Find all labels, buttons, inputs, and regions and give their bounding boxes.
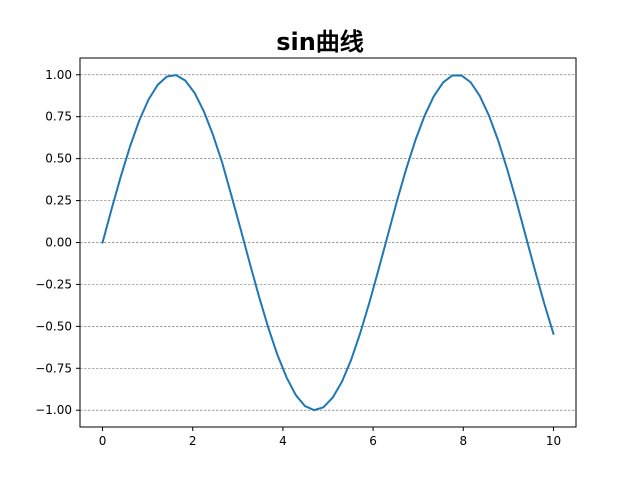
- x-tick-label: 4: [279, 434, 287, 448]
- x-tick-label: 8: [459, 434, 467, 448]
- y-tick-label: 0.75: [45, 110, 72, 124]
- y-tick-label: −1.00: [35, 403, 72, 417]
- chart-title: sin曲线: [276, 28, 364, 56]
- x-tick-label: 6: [369, 434, 377, 448]
- y-tick-label: 0.00: [45, 236, 72, 250]
- y-tick-label: −0.75: [35, 361, 72, 375]
- x-tick-label: 10: [546, 434, 561, 448]
- y-tick-label: 1.00: [45, 68, 72, 82]
- y-tick-label: −0.50: [35, 319, 72, 333]
- y-tick-label: 0.25: [45, 194, 72, 208]
- y-tick-label: −0.25: [35, 277, 72, 291]
- grid-layer: [80, 74, 576, 411]
- line-layer: [101, 74, 555, 412]
- x-tick-label: 2: [189, 434, 197, 448]
- series-line: [101, 74, 555, 412]
- y-axis: 1.00 0.75 0.50 0.25 0.00 −0.25 −0.50 −0.75 −1.00: [35, 68, 80, 417]
- x-axis: 0 2 4 6 8 10: [99, 427, 561, 448]
- x-tick-label: 0: [99, 434, 107, 448]
- y-tick-label: 0.50: [45, 152, 72, 166]
